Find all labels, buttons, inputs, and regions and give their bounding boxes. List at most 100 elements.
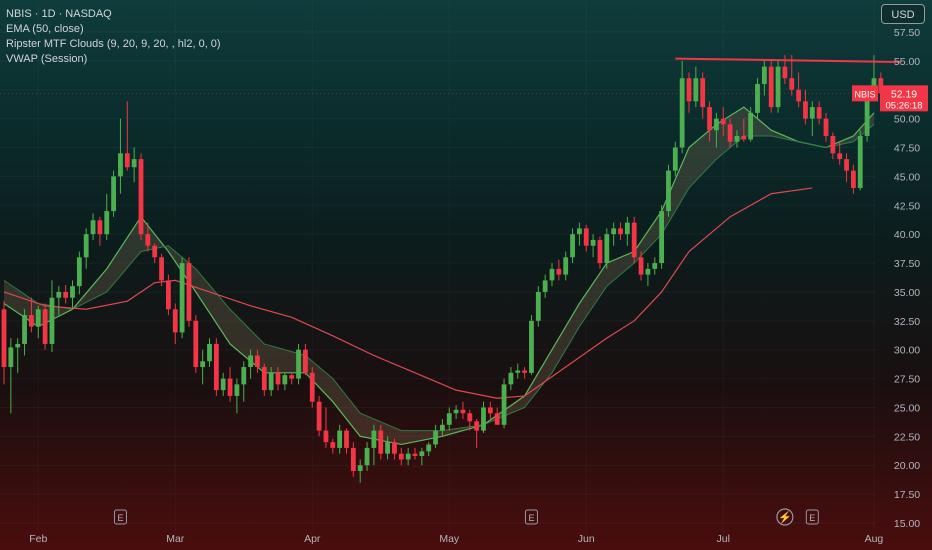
candle-body — [166, 280, 171, 310]
price-ticker-text: NBIS — [854, 89, 875, 99]
candle-body — [1, 309, 7, 368]
candle-body — [761, 66, 767, 84]
candle-body — [296, 349, 301, 379]
candle-body — [679, 78, 685, 148]
candle-body — [707, 107, 712, 131]
candle-body — [618, 228, 623, 235]
candle-body — [70, 286, 75, 298]
candle-body — [714, 118, 719, 131]
currency-button[interactable]: USD — [881, 4, 925, 24]
candle-body — [755, 83, 760, 113]
candle-body — [549, 268, 555, 281]
price-tick-label: 35.00 — [894, 287, 920, 299]
price-tick-label: 25.00 — [894, 402, 920, 414]
candle-body — [15, 343, 21, 348]
candle-body — [97, 220, 103, 235]
time-tick-label: Jun — [578, 533, 595, 545]
dividend-marker — [776, 508, 794, 526]
time-tick-label: Apr — [304, 533, 321, 545]
candle-body — [131, 159, 137, 168]
legend-vwap[interactable]: VWAP (Session) — [6, 53, 88, 65]
candle-body — [289, 375, 295, 379]
earnings-marker — [524, 509, 538, 525]
earnings-label: E — [528, 513, 534, 523]
candle-body — [659, 211, 664, 264]
price-tick-label: 40.00 — [894, 229, 920, 241]
candle-body — [200, 361, 206, 368]
candle-body — [515, 370, 521, 373]
candle-body — [597, 239, 603, 264]
candle-body — [446, 413, 452, 425]
resistance-line — [675, 57, 902, 64]
candle-body — [638, 257, 644, 275]
candle-body — [522, 370, 527, 373]
candle-body — [590, 239, 596, 246]
price-tick-label: 20.00 — [894, 460, 920, 472]
candle-body — [145, 234, 151, 246]
candle-body — [207, 343, 212, 362]
candle-body — [433, 430, 438, 445]
legend-ema[interactable]: EMA (50, close) — [6, 23, 84, 35]
candle-body — [501, 384, 507, 425]
candle-body — [316, 401, 322, 431]
candle-body — [440, 424, 445, 431]
legend-ripster[interactable]: Ripster MTF Clouds (9, 20, 9, 20, , hl2,… — [6, 38, 221, 50]
time-tick-label: Jul — [717, 533, 730, 545]
candle-body — [261, 367, 267, 391]
candle-body — [727, 124, 733, 142]
candle-body — [624, 222, 630, 235]
candle-body — [241, 367, 247, 385]
candle-body — [481, 407, 486, 431]
legend-symbol[interactable]: NBIS · 1D · NASDAQ — [6, 8, 112, 20]
candle-body — [426, 444, 432, 452]
candle-body — [371, 430, 377, 448]
candle-body — [734, 135, 740, 142]
earnings-label: E — [117, 513, 123, 523]
candle-body — [42, 309, 48, 344]
candle-body — [255, 355, 260, 368]
candle-body — [803, 101, 808, 119]
candle-body — [474, 421, 480, 431]
candle-body — [248, 355, 253, 368]
candle-body — [350, 447, 356, 472]
candle-body — [179, 263, 185, 333]
candle-body — [844, 159, 849, 171]
price-tick-label: 50.00 — [894, 114, 920, 126]
candle-body — [35, 309, 41, 327]
price-tick-label: 17.50 — [894, 489, 920, 501]
candle-body — [789, 78, 795, 90]
split-icon: ⚡ — [778, 511, 792, 524]
candle-body — [90, 220, 96, 235]
candle-body — [111, 176, 116, 212]
price-tick-label: 37.50 — [894, 258, 920, 270]
candle-body — [378, 430, 384, 454]
candle-body — [138, 159, 144, 235]
price-tick-label: 30.00 — [894, 345, 920, 357]
candle-body — [22, 315, 27, 344]
candle-body — [172, 309, 178, 333]
time-tick-label: Feb — [29, 533, 47, 545]
candle-body — [768, 66, 774, 108]
candle-body — [337, 430, 343, 448]
time-tick-label: Mar — [166, 533, 185, 545]
candle-body — [809, 107, 815, 119]
candle-body — [864, 95, 870, 136]
candle-body — [56, 291, 62, 298]
candle-body — [49, 297, 55, 344]
candle-body — [851, 170, 856, 188]
price-value-text: 52.19 — [891, 88, 917, 100]
candle-body — [344, 430, 349, 448]
price-tick-label: 32.50 — [894, 316, 920, 328]
candle-body — [330, 442, 336, 448]
price-box — [880, 85, 928, 112]
price-tick-label: 27.50 — [894, 374, 920, 386]
candle-body — [686, 78, 692, 102]
candle-body — [467, 413, 473, 422]
candle-body — [837, 153, 843, 160]
candle-body — [309, 372, 315, 402]
candle-body — [796, 89, 801, 102]
candle-body — [303, 349, 308, 373]
candle-body — [282, 375, 288, 385]
